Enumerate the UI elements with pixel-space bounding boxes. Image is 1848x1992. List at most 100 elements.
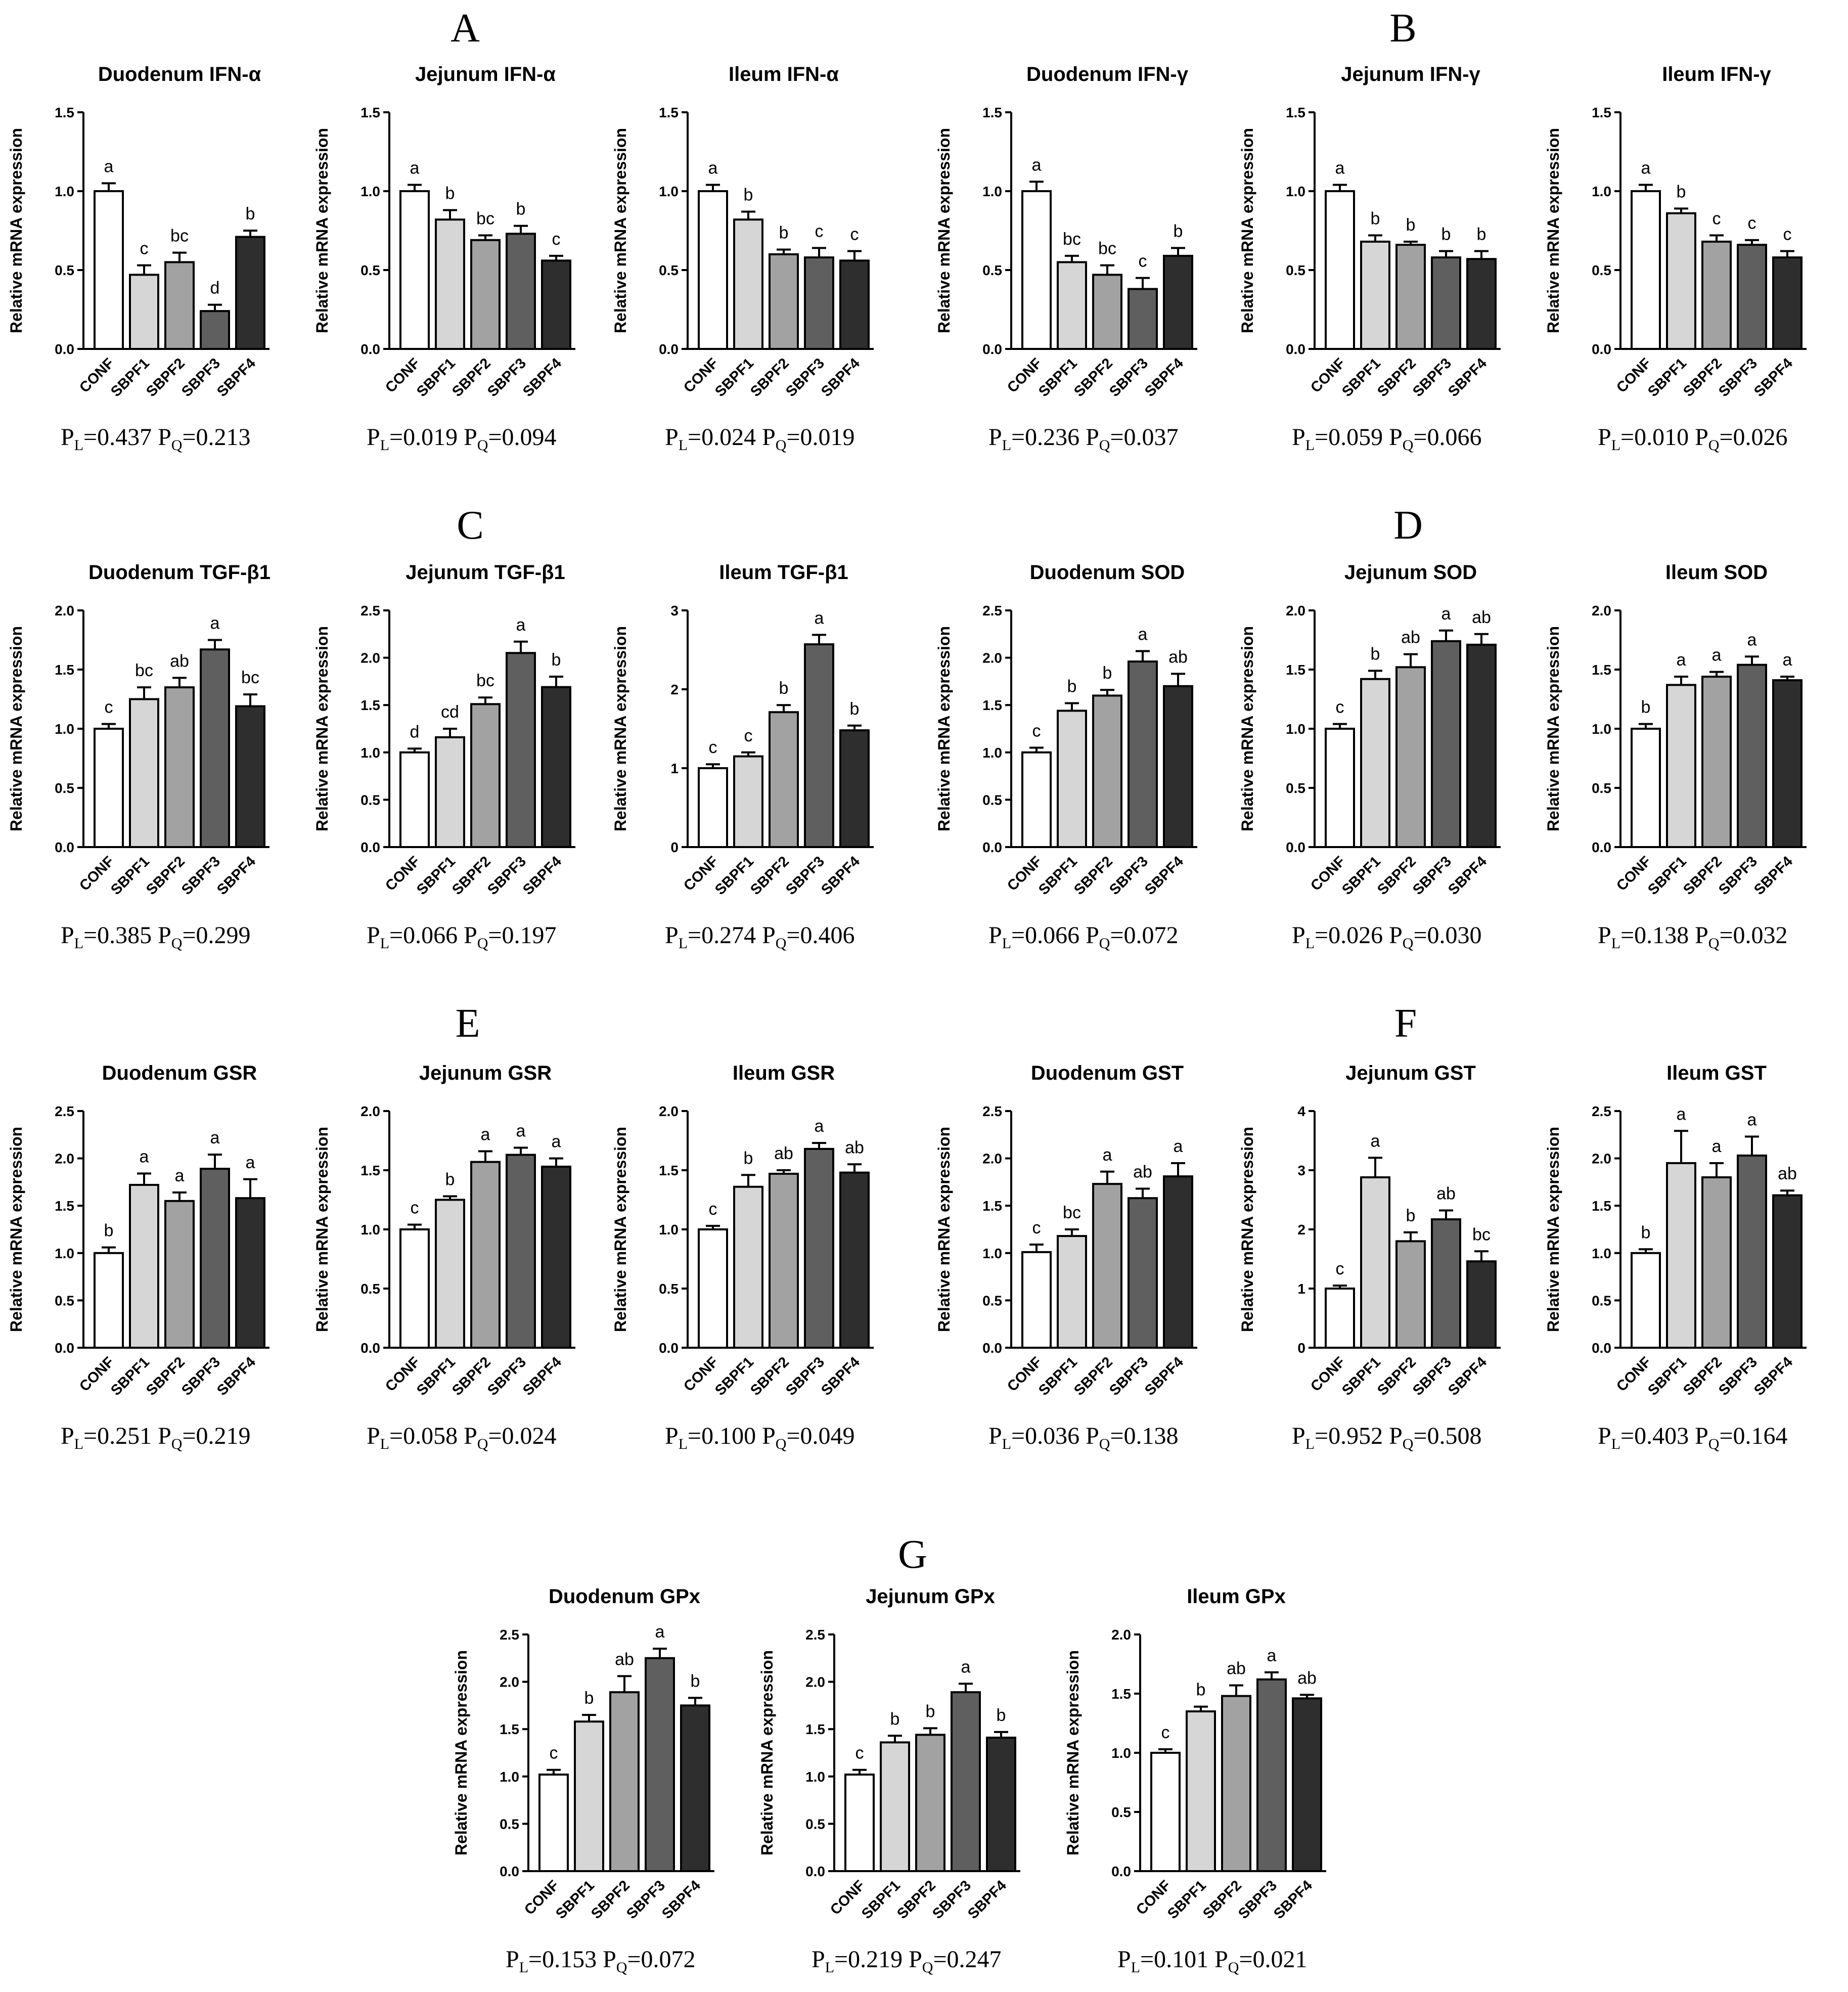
y-tick-label: 2.0 xyxy=(1286,603,1305,618)
p-values: PL=0.437 PQ=0.213 xyxy=(61,424,251,454)
p-text: =0.508 xyxy=(1413,1423,1481,1449)
x-tick-label: SBPF4 xyxy=(1445,355,1490,400)
significance-letter: b xyxy=(584,1689,594,1708)
p-values: PL=0.026 PQ=0.030 xyxy=(1292,922,1482,952)
x-tick-label: SBPF3 xyxy=(1410,853,1455,898)
bar-sbpf3 xyxy=(200,648,230,848)
chart-title: Duodenum TGF-β1 xyxy=(88,561,271,584)
chart-title: Duodenum IFN-α xyxy=(98,63,261,85)
bar-sbpf1 xyxy=(1360,1176,1390,1349)
significance-letter: b xyxy=(246,204,255,224)
x-tick-label: SBPF3 xyxy=(783,853,828,898)
x-tick-label: SBPF2 xyxy=(894,1877,939,1922)
p-text: P xyxy=(61,424,74,451)
y-tick-label: 2.5 xyxy=(982,603,1002,618)
charts-layer: Duodenum IFN-α Relative mRNA expression 0.… xyxy=(7,63,1807,1976)
p-text: =0.236 P xyxy=(1011,424,1099,451)
x-tick-label: SBPF4 xyxy=(1751,853,1796,898)
significance-letter: d xyxy=(410,722,420,741)
p-subscript: L xyxy=(825,1959,834,1976)
y-tick-label: 1.0 xyxy=(500,1769,519,1785)
significance-letter: ab xyxy=(1297,1668,1317,1688)
p-subscript: Q xyxy=(616,1959,627,1976)
significance-letter: a xyxy=(1267,1646,1277,1665)
p-text: =0.019 xyxy=(786,424,854,451)
y-tick-label: 2 xyxy=(670,682,679,697)
bar-conf xyxy=(1631,728,1661,848)
y-axis-label: Relative mRNA expression xyxy=(935,626,953,831)
p-subscript: Q xyxy=(922,1959,933,1976)
bar-sbpf1 xyxy=(1666,684,1696,849)
bar-conf xyxy=(399,190,430,350)
chart-6: Duodenum TGF-β1 Relative mRNA expression 0… xyxy=(7,561,271,952)
p-text: =0.072 xyxy=(627,1946,695,1973)
panel-letter-g: G xyxy=(898,1532,927,1577)
x-tick-label: SBPF1 xyxy=(414,853,459,898)
significance-letter: c xyxy=(1139,252,1147,271)
bar-sbpf2 xyxy=(1395,1240,1426,1349)
bar-conf xyxy=(399,1228,430,1349)
chart-title: Ileum GPx xyxy=(1187,1585,1286,1608)
bar-sbpf1 xyxy=(574,1720,604,1873)
p-text: =0.138 P xyxy=(1620,922,1708,949)
significance-letter: c xyxy=(411,1199,419,1218)
y-axis-label: Relative mRNA expression xyxy=(452,1650,470,1855)
p-text: =0.213 xyxy=(182,424,250,451)
significance-letter: a xyxy=(246,1153,255,1172)
significance-letter: b xyxy=(1406,215,1416,235)
p-values: PL=0.274 PQ=0.406 xyxy=(665,922,855,952)
p-values: PL=0.101 PQ=0.021 xyxy=(1117,1946,1308,1976)
significance-letter: c xyxy=(1748,214,1756,233)
bar-sbpf4 xyxy=(1772,679,1802,849)
bar-sbpf4 xyxy=(1466,643,1497,848)
p-text: =0.066 P xyxy=(389,922,477,949)
y-tick-label: 0.0 xyxy=(1286,839,1305,855)
y-tick-label: 1.5 xyxy=(1592,662,1611,678)
x-tick-label: SBPF3 xyxy=(1235,1877,1280,1922)
bar-sbpf4 xyxy=(235,236,265,350)
x-tick-label: SBPF4 xyxy=(1751,1354,1796,1399)
p-values: PL=0.385 PQ=0.299 xyxy=(61,922,251,952)
p-text: P xyxy=(665,1423,679,1449)
bar-sbpf4 xyxy=(1163,254,1193,350)
y-tick-label: 0.5 xyxy=(1286,780,1305,796)
p-text: =0.032 xyxy=(1719,922,1787,949)
x-tick-label: SBPF3 xyxy=(623,1877,668,1922)
y-tick-label: 2.0 xyxy=(1592,1151,1611,1167)
significance-letter: b xyxy=(744,186,753,205)
x-tick-label: SBPF3 xyxy=(1106,853,1151,898)
bar-sbpf3 xyxy=(1431,1218,1461,1349)
bar-conf xyxy=(1021,751,1052,849)
significance-letter: d xyxy=(210,279,220,298)
bar-sbpf1 xyxy=(733,218,763,350)
significance-letter: a xyxy=(961,1657,971,1676)
significance-letter: ab xyxy=(1133,1163,1152,1182)
p-subscript: L xyxy=(380,1436,389,1452)
y-tick-label: 0.5 xyxy=(55,1293,74,1308)
y-axis-label: Relative mRNA expression xyxy=(7,626,25,831)
y-tick-label: 2.0 xyxy=(1111,1627,1131,1643)
y-tick-label: 0.0 xyxy=(1111,1864,1131,1879)
bar-sbpf1 xyxy=(435,218,465,350)
significance-letter: bc xyxy=(476,671,494,690)
p-subscript: Q xyxy=(1099,935,1110,952)
y-tick-label: 2.0 xyxy=(659,1103,679,1119)
y-tick-label: 0.0 xyxy=(982,839,1002,855)
significance-letter: b xyxy=(445,184,455,203)
bar-sbpf3 xyxy=(1256,1678,1287,1872)
p-text: P xyxy=(367,922,380,949)
y-tick-label: 0.0 xyxy=(360,341,380,357)
bar-sbpf4 xyxy=(235,1197,265,1349)
bar-conf xyxy=(94,1252,124,1349)
y-axis-label: Relative mRNA expression xyxy=(611,1127,629,1332)
x-tick-label: SBPF4 xyxy=(1142,853,1187,898)
y-tick-label: 0.5 xyxy=(805,1816,825,1832)
p-values: PL=0.219 PQ=0.247 xyxy=(812,1946,1002,1976)
y-tick-label: 1.0 xyxy=(1592,184,1611,199)
chart-title: Duodenum GPx xyxy=(549,1585,700,1608)
y-tick-label: 1.5 xyxy=(1286,105,1305,120)
bar-sbpf3 xyxy=(1737,244,1767,350)
x-tick-label: SBPF3 xyxy=(484,355,529,400)
y-axis-label: Relative mRNA expression xyxy=(935,128,953,333)
bar-conf xyxy=(1631,1252,1661,1349)
